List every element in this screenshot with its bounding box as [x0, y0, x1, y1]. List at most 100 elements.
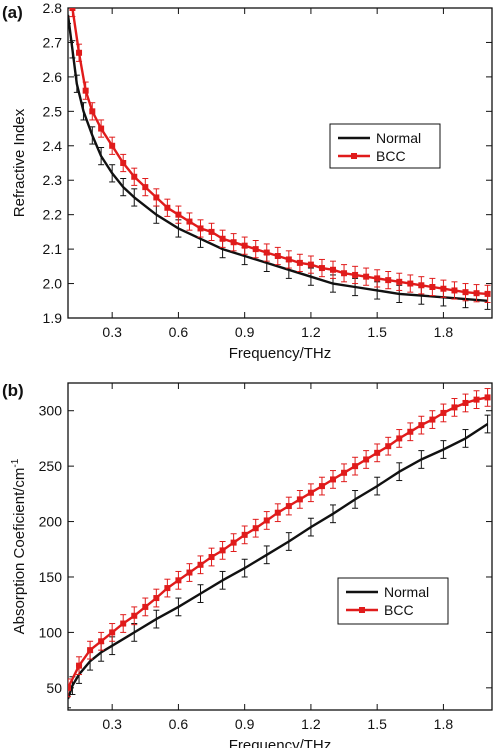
data-point-bcc [473, 396, 480, 403]
data-point-bcc [219, 547, 226, 554]
data-point-bcc [285, 256, 292, 263]
data-point-bcc [241, 242, 248, 249]
data-point-bcc [252, 525, 259, 532]
data-point-bcc [120, 160, 127, 166]
data-point-bcc [109, 142, 116, 149]
series-line-normal [68, 14, 488, 302]
series-line-bcc [68, 396, 488, 689]
legend-box [329, 123, 441, 169]
y-tick-label: 250 [39, 458, 63, 474]
series-group [68, 388, 491, 709]
data-point-bcc [407, 280, 414, 287]
data-point-bcc [263, 517, 270, 524]
data-point-bcc [407, 428, 414, 435]
data-point-bcc [197, 561, 204, 568]
y-tick-label: 2.1 [43, 241, 63, 257]
x-tick-label: 0.3 [102, 324, 122, 340]
y-tick-label: 200 [39, 514, 63, 530]
data-point-bcc [164, 585, 171, 592]
series-line-bcc [71, 8, 488, 296]
data-point-bcc [352, 271, 359, 278]
y-tick-label: 150 [39, 569, 63, 585]
chart-panel-a: (a) 0.3 0.6 0.9 1.2 1.5 1.8 1.9 2.0 2.1 2.2 2.3 2.4 2… [2, 0, 493, 362]
plot-frame [67, 7, 493, 319]
panel-label: (a) [2, 3, 23, 22]
data-point-bcc [385, 443, 392, 450]
data-point-bcc [230, 539, 237, 546]
x-tick-label: 0.9 [235, 716, 255, 732]
data-point-bcc [197, 225, 204, 232]
data-point-bcc [252, 246, 259, 253]
data-point-bcc [396, 278, 403, 285]
series-group [68, 8, 491, 310]
legend-label-bcc: BCC [384, 602, 414, 618]
data-point-bcc [208, 554, 215, 561]
data-point-bcc [374, 275, 381, 282]
data-point-bcc [89, 108, 96, 115]
legend-label-normal: Normal [376, 130, 421, 146]
data-point-bcc [164, 204, 171, 211]
x-tick-label: 1.5 [367, 324, 387, 340]
data-point-bcc [153, 595, 160, 602]
data-point-bcc [418, 422, 425, 429]
y-tick-label: 2.2 [43, 207, 63, 223]
data-point-bcc [440, 409, 447, 416]
y-axis-label: Refractive Index [11, 108, 28, 217]
data-point-bcc [76, 49, 83, 56]
panel-label: (b) [2, 381, 24, 400]
data-point-bcc [131, 612, 138, 619]
x-tick-label: 1.8 [434, 716, 454, 732]
x-axis-label: Frequency/THz [229, 345, 332, 362]
data-point-bcc [330, 476, 336, 483]
y-tick-label: 2.8 [43, 0, 63, 16]
y-tick-label: 2.4 [43, 138, 63, 154]
legend: Normal BCC [329, 123, 441, 169]
x-tick-label: 1.2 [301, 716, 321, 732]
y-tick-label: 2.0 [43, 276, 63, 292]
y-tick-label: 2.7 [43, 34, 63, 50]
data-point-bcc [263, 249, 270, 256]
data-point-bcc [153, 194, 160, 201]
data-point-bcc [462, 399, 469, 406]
data-point-bcc [418, 282, 425, 289]
data-point-bcc [363, 456, 370, 463]
data-point-bcc [352, 463, 359, 470]
data-point-bcc [330, 266, 336, 273]
data-point-bcc [109, 629, 116, 636]
data-point-bcc [484, 394, 491, 401]
data-point-bcc [175, 577, 182, 584]
data-point-bcc [363, 273, 370, 280]
data-point-bcc [98, 125, 105, 132]
legend-marker-bcc [359, 607, 365, 613]
data-point-bcc [208, 228, 215, 235]
y-tick-label: 2.6 [43, 69, 63, 85]
data-point-bcc [219, 235, 226, 242]
data-point-bcc [440, 285, 447, 292]
legend-label-normal: Normal [384, 584, 429, 600]
x-tick-label: 0.6 [169, 324, 189, 340]
data-point-bcc [341, 270, 348, 277]
data-point-bcc [274, 253, 281, 259]
y-axis-label-text: Refractive Index [11, 108, 28, 217]
chart-panel-b: (b) 0.3 0.6 0.9 1.2 1.5 1.8 50 100 150 200 250 300 Fr… [2, 381, 493, 748]
x-tick-label: 0.9 [235, 324, 255, 340]
x-tick-label: 1.2 [301, 324, 321, 340]
data-point-bcc [451, 287, 458, 294]
data-point-bcc [318, 265, 325, 272]
legend-marker-bcc [351, 153, 357, 159]
data-point-bcc [484, 290, 491, 297]
data-point-bcc [82, 87, 89, 94]
plot-frame [67, 382, 493, 711]
y-tick-label: 50 [46, 680, 62, 696]
data-point-bcc [473, 290, 480, 297]
data-point-bcc [429, 284, 436, 290]
legend-label-bcc: BCC [376, 148, 406, 164]
data-point-bcc [385, 277, 392, 284]
y-tick-label: 2.3 [43, 172, 63, 188]
data-point-bcc [374, 449, 381, 456]
y-tick-label: 100 [39, 624, 63, 640]
y-axis-label: Absorption Coeficient/cm-1 [10, 458, 28, 634]
data-point-bcc [69, 8, 76, 11]
data-point-bcc [142, 184, 149, 191]
